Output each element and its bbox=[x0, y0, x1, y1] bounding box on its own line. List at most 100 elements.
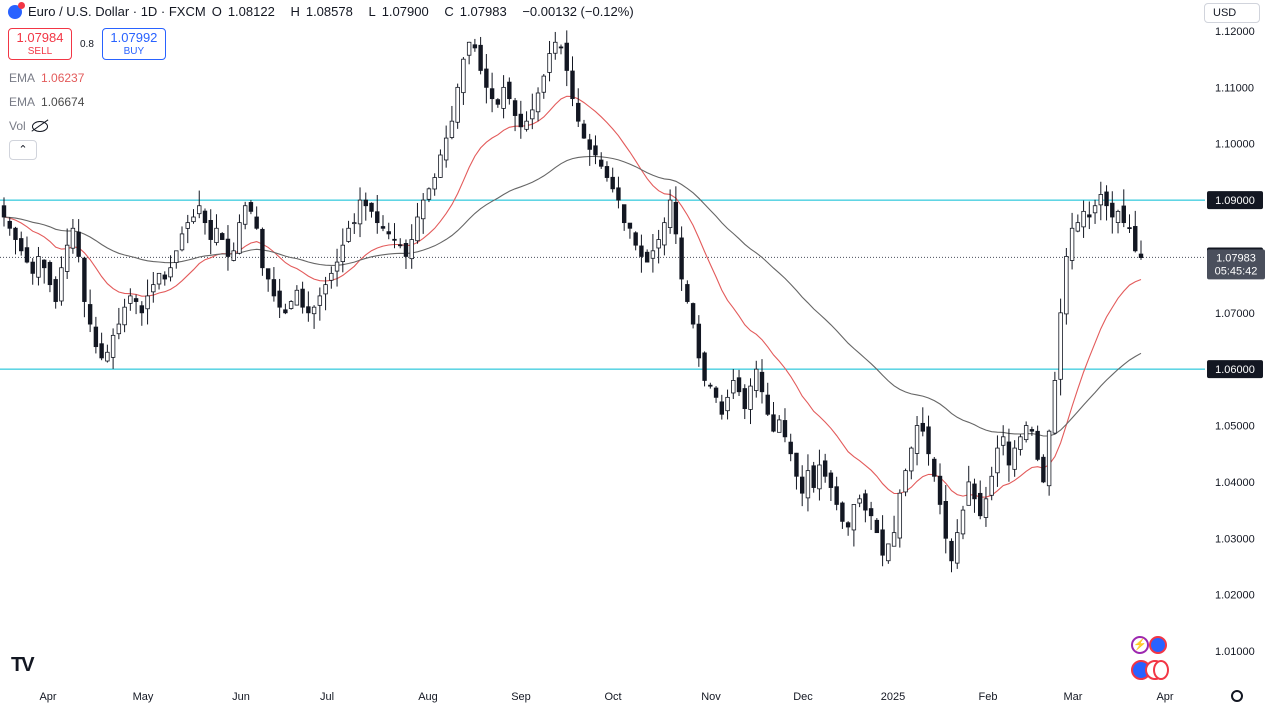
open-label: O bbox=[211, 4, 222, 19]
candle-body bbox=[926, 426, 931, 455]
candle-body bbox=[914, 425, 920, 454]
candle-body bbox=[260, 228, 265, 269]
candle-body bbox=[995, 447, 1000, 474]
candle-body bbox=[1110, 202, 1115, 218]
candle-body bbox=[133, 298, 139, 302]
candle-body bbox=[811, 465, 816, 488]
event-flag-icon[interactable] bbox=[1153, 660, 1169, 680]
candle-body bbox=[731, 380, 736, 394]
candle-body bbox=[484, 68, 489, 88]
candle-body bbox=[960, 509, 966, 535]
candle-body bbox=[799, 476, 805, 494]
candle-body bbox=[1052, 380, 1058, 434]
candle-body bbox=[174, 250, 179, 263]
candle-body bbox=[1138, 253, 1144, 258]
eye-hidden-icon[interactable] bbox=[31, 120, 48, 132]
candle-body bbox=[220, 233, 225, 240]
candle-body bbox=[47, 262, 53, 286]
candle-body bbox=[41, 259, 47, 269]
candle-body bbox=[352, 222, 357, 225]
candle-body bbox=[1075, 222, 1081, 232]
candle-body bbox=[805, 470, 811, 499]
candle-body bbox=[139, 305, 145, 314]
sell-label: SELL bbox=[27, 46, 53, 57]
candle-body bbox=[610, 176, 615, 190]
candle-body bbox=[587, 139, 592, 150]
candle-body bbox=[191, 216, 196, 223]
candle-body bbox=[403, 243, 409, 257]
candle-body bbox=[633, 232, 638, 246]
last-price-bg bbox=[1207, 249, 1265, 280]
symbol-title[interactable]: Euro / U.S. Dollar · 1D · FXCM bbox=[28, 4, 206, 19]
candle-body bbox=[254, 216, 259, 229]
time-axis: Apr May Jun Jul Aug Sep Oct Nov Dec 2025 Feb Mar Apr bbox=[39, 691, 1173, 703]
candle-body bbox=[1133, 226, 1138, 252]
candle-body bbox=[719, 401, 725, 415]
candle-body bbox=[840, 502, 845, 522]
currency-selector[interactable]: USD bbox=[1204, 3, 1260, 23]
candle-body bbox=[24, 247, 30, 263]
candle-body bbox=[845, 522, 851, 528]
candle-body bbox=[989, 475, 994, 496]
candle-body bbox=[472, 44, 478, 49]
ema-fast-legend[interactable]: EMA 1.06237 bbox=[9, 71, 84, 85]
candle-body bbox=[702, 352, 707, 381]
candle-body bbox=[1092, 205, 1098, 214]
candle-body bbox=[759, 371, 765, 393]
sell-button[interactable]: 1.07984 SELL bbox=[8, 28, 72, 60]
ema-fast-label: EMA bbox=[9, 71, 36, 85]
candle-body bbox=[920, 422, 925, 432]
candle-body bbox=[627, 222, 633, 229]
ema-slow-legend[interactable]: EMA 1.06674 bbox=[9, 95, 84, 109]
collapse-legend-button[interactable]: ⌃ bbox=[9, 140, 37, 160]
candle-body bbox=[570, 70, 575, 100]
candle-body bbox=[1000, 436, 1006, 446]
candle-body bbox=[329, 272, 334, 281]
candle-body bbox=[340, 244, 346, 262]
candle-body bbox=[897, 492, 903, 539]
lightning-icon[interactable]: ⚡ bbox=[1131, 636, 1149, 654]
ohlc-readout: O 1.08122 H 1.08578 L 1.07900 C 1.07983 −0.0… bbox=[212, 4, 640, 19]
tradingview-logo-icon[interactable]: TV bbox=[11, 654, 35, 676]
last-price-label: 1.07983 bbox=[1216, 252, 1256, 264]
eur-usd-flag-icon bbox=[8, 1, 25, 19]
candle-body bbox=[19, 238, 24, 252]
gear-icon[interactable] bbox=[1231, 690, 1243, 702]
candle-body bbox=[317, 295, 323, 306]
price-tick-label: 1.05000 bbox=[1215, 421, 1255, 433]
candle-body bbox=[581, 123, 587, 139]
candle-body bbox=[1006, 441, 1012, 466]
candle-body bbox=[7, 220, 12, 229]
candle-body bbox=[604, 166, 610, 178]
candle-body bbox=[564, 42, 569, 71]
candle-body bbox=[788, 441, 793, 455]
candle-body bbox=[214, 227, 219, 243]
volume-legend[interactable]: Vol bbox=[9, 119, 48, 133]
candle-body bbox=[696, 323, 702, 359]
candle-body bbox=[311, 306, 317, 315]
candle-body bbox=[1098, 194, 1104, 206]
candle-body bbox=[978, 492, 983, 517]
candle-body bbox=[765, 394, 770, 415]
ema-fast-value: 1.06237 bbox=[41, 71, 85, 85]
time-tick-label: Oct bbox=[604, 691, 621, 703]
candle-body bbox=[828, 472, 834, 488]
candle-body bbox=[82, 257, 87, 302]
spread-value: 0.8 bbox=[80, 38, 94, 50]
candle-body bbox=[1127, 227, 1132, 230]
candle-body bbox=[1012, 447, 1017, 470]
candle-body bbox=[524, 120, 529, 130]
candle-body bbox=[306, 306, 311, 314]
buy-button[interactable]: 1.07992 BUY bbox=[101, 28, 166, 60]
candle-body bbox=[156, 272, 162, 285]
candle-body bbox=[105, 351, 110, 362]
candle-body bbox=[87, 304, 93, 325]
candle-body bbox=[1069, 227, 1075, 261]
candle-body bbox=[208, 220, 213, 240]
candle-body bbox=[237, 222, 242, 254]
candle-body bbox=[202, 210, 208, 224]
event-flag-icon[interactable] bbox=[1149, 636, 1167, 654]
candle-body bbox=[116, 323, 122, 335]
candle-body bbox=[1035, 430, 1040, 460]
